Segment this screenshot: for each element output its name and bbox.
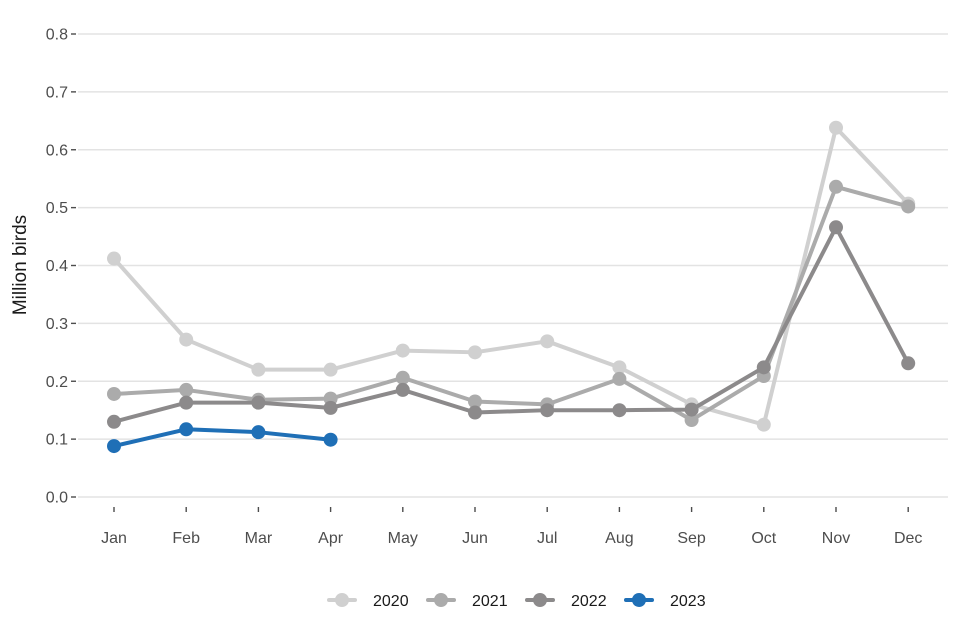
x-tick-label: Aug: [605, 530, 633, 547]
legend-item: 2022: [525, 593, 607, 610]
data-point: [107, 439, 121, 454]
x-tick-label: Jun: [462, 530, 488, 547]
legend-label: 2022: [571, 593, 607, 610]
data-point: [540, 403, 555, 418]
legend-label: 2023: [670, 593, 706, 610]
x-tick-label: Jan: [101, 530, 127, 547]
y-tick-label: 0.8: [46, 27, 68, 44]
data-point: [323, 362, 338, 377]
data-point: [901, 199, 916, 214]
data-point: [468, 405, 482, 420]
data-point: [612, 360, 627, 375]
data-point: [251, 362, 266, 377]
x-tick-label: May: [388, 530, 418, 547]
y-tick-label: 0.5: [46, 200, 68, 217]
data-point: [901, 356, 916, 371]
series-2020: [107, 120, 916, 432]
data-point: [395, 382, 410, 397]
data-point: [107, 386, 121, 401]
y-tick-label: 0.6: [46, 142, 68, 159]
x-tick-label: Jul: [537, 530, 557, 547]
y-tick-label: 0.3: [46, 316, 68, 333]
y-axis-title: Million birds: [10, 215, 31, 315]
legend-item: 2023: [624, 593, 706, 610]
x-axis: Jan Feb Mar Apr May Jun Jul Aug Sep Oct Nov Dec: [101, 507, 922, 547]
x-tick-label: Mar: [245, 530, 273, 547]
series-group: [107, 120, 916, 454]
series-2022: [107, 220, 916, 429]
data-point: [684, 402, 699, 417]
data-point: [107, 251, 121, 266]
series-line: [112, 184, 911, 423]
data-point: [829, 179, 843, 194]
data-point: [395, 343, 410, 358]
legend-point-key: [335, 593, 349, 607]
gridlines: [78, 33, 948, 498]
data-point: [612, 403, 627, 418]
y-tick-label: 0.7: [46, 84, 68, 101]
series-2023: [107, 422, 338, 454]
y-tick-label: 0.1: [46, 432, 68, 449]
y-tick-label: 0.0: [46, 490, 68, 507]
data-point: [612, 371, 627, 386]
series-line: [112, 125, 911, 427]
data-point: [468, 345, 482, 360]
data-point: [468, 394, 482, 409]
data-point: [251, 425, 266, 440]
x-tick-label: Feb: [172, 530, 200, 547]
data-point: [323, 400, 338, 415]
y-tick-label: 0.4: [46, 258, 68, 275]
legend: 2020 2021 2022 2023: [327, 593, 706, 610]
data-point: [179, 422, 194, 437]
series-line: [112, 427, 333, 449]
data-point: [251, 395, 266, 410]
x-tick-label: Sep: [677, 530, 706, 547]
data-point: [829, 220, 843, 235]
data-point: [179, 332, 194, 347]
y-tick-label: 0.2: [46, 374, 68, 391]
data-point: [179, 382, 194, 397]
legend-point-key: [533, 593, 547, 607]
x-tick-label: Nov: [822, 530, 850, 547]
legend-point-key: [632, 593, 646, 607]
data-point: [540, 334, 555, 349]
legend-item: 2020: [327, 593, 409, 610]
legend-item: 2021: [426, 593, 508, 610]
legend-label: 2020: [373, 593, 409, 610]
data-point: [107, 414, 121, 429]
legend-label: 2021: [472, 593, 508, 610]
x-tick-label: Apr: [318, 530, 344, 547]
data-point: [323, 432, 338, 447]
x-tick-label: Oct: [751, 530, 776, 547]
x-tick-label: Dec: [894, 530, 922, 547]
data-point: [684, 413, 699, 428]
data-point: [179, 395, 194, 410]
series-line: [112, 225, 911, 424]
data-point: [395, 370, 410, 385]
y-axis: 0.0 0.1 0.2 0.3 0.4 0.5 0.6 0.7 0.8: [46, 27, 76, 507]
legend-point-key: [434, 593, 448, 607]
data-point: [829, 120, 843, 135]
data-point: [756, 417, 771, 432]
data-point: [756, 360, 771, 375]
